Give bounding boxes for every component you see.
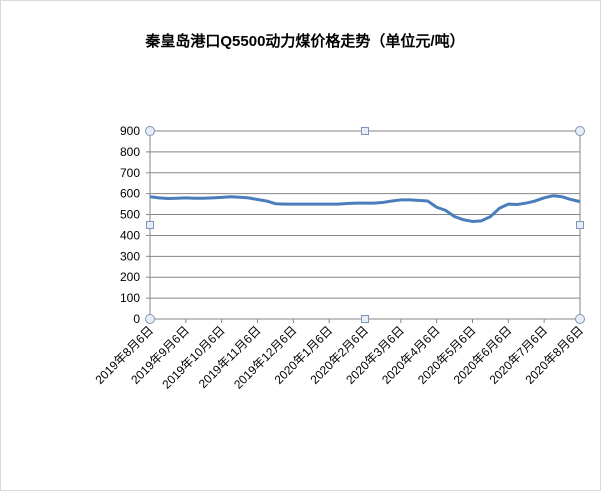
y-tick-label: 0 — [133, 312, 140, 326]
line-series — [149, 194, 581, 223]
selection-handle[interactable] — [576, 221, 584, 229]
selection-handle[interactable] — [575, 126, 585, 136]
y-tick-label: 700 — [120, 166, 140, 180]
y-tick-label: 800 — [120, 145, 140, 159]
y-tick-label: 600 — [120, 187, 140, 201]
selection-handle[interactable] — [575, 314, 585, 324]
y-tick-label: 400 — [120, 228, 140, 242]
selection-handle[interactable] — [361, 315, 369, 323]
y-tick-label: 900 — [120, 124, 140, 138]
y-tick-label: 300 — [120, 249, 140, 263]
selection-handle[interactable] — [146, 221, 154, 229]
y-tick-label: 500 — [120, 208, 140, 222]
chart-title: 秦皇岛港口Q5500动力煤价格走势（单位元/吨） — [144, 32, 464, 50]
y-tick-label: 100 — [120, 291, 140, 305]
selection-handle[interactable] — [145, 126, 155, 136]
selection-handle[interactable] — [145, 314, 155, 324]
y-tick-label: 200 — [120, 270, 140, 284]
selection-handle[interactable] — [361, 127, 369, 135]
